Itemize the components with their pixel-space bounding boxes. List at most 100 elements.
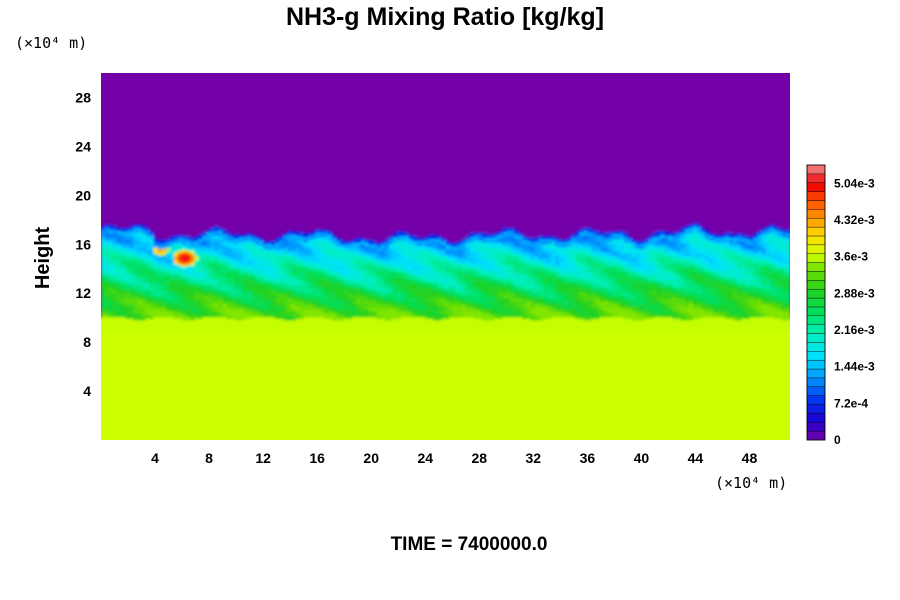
heatmap-cell — [263, 248, 268, 251]
heatmap-cell — [356, 241, 361, 245]
heatmap-cell — [360, 323, 366, 326]
heatmap-cell — [141, 291, 147, 294]
heatmap-cell — [141, 295, 147, 298]
heatmap-cell — [283, 280, 289, 283]
heatmap-cell — [368, 258, 374, 261]
heatmap-cell — [226, 290, 232, 293]
heatmap-cell — [279, 311, 284, 314]
heatmap-cell — [218, 288, 224, 291]
heatmap-cell — [169, 285, 175, 288]
heatmap-cell — [169, 300, 175, 303]
heatmap-cell — [178, 240, 183, 243]
heatmap-cell — [344, 318, 349, 321]
heatmap-cell — [250, 308, 256, 311]
heatmap-cell — [295, 251, 301, 255]
heatmap-cell — [214, 223, 220, 226]
heatmap-cell — [125, 220, 130, 223]
heatmap-cell — [255, 316, 260, 319]
heatmap-cell — [178, 301, 183, 304]
heatmap-cell — [344, 278, 349, 281]
heatmap-cell — [178, 248, 183, 251]
heatmap-cell — [117, 319, 122, 323]
heatmap-cell — [307, 311, 313, 314]
heatmap-cell — [250, 283, 256, 286]
heatmap-cell — [246, 246, 252, 250]
heatmap-cell — [360, 314, 366, 318]
heatmap-cell — [307, 228, 313, 231]
heatmap-cell — [271, 278, 276, 281]
heatmap-cell — [186, 295, 191, 298]
heatmap-cell — [307, 245, 313, 248]
heatmap-cell — [226, 303, 232, 306]
heatmap-cell — [255, 261, 260, 265]
heatmap-cell — [121, 251, 126, 255]
heatmap-cell — [218, 248, 224, 251]
heatmap-cell — [153, 268, 159, 271]
heatmap-cell — [307, 296, 313, 299]
heatmap-cell — [125, 268, 130, 271]
heatmap-cell — [137, 311, 143, 314]
heatmap-cell — [182, 295, 187, 298]
heatmap-cell — [173, 256, 179, 260]
heatmap-cell — [246, 280, 252, 283]
heatmap-cell — [376, 271, 382, 275]
heatmap-cell — [186, 265, 191, 268]
heatmap-cell — [356, 278, 361, 281]
heatmap-cell — [182, 260, 187, 263]
heatmap-cell — [279, 293, 284, 296]
heatmap-cell — [352, 265, 357, 268]
heatmap-cell — [178, 300, 183, 303]
heatmap-cell — [202, 223, 207, 226]
heatmap-cell — [364, 305, 370, 308]
heatmap-cell — [250, 321, 256, 324]
heatmap-cell — [360, 238, 366, 241]
heatmap-cell — [364, 309, 370, 313]
heatmap-cell — [283, 243, 289, 246]
heatmap-cell — [323, 298, 329, 301]
heatmap-cell — [101, 263, 106, 266]
heatmap-cell — [259, 218, 264, 221]
heatmap-cell — [384, 268, 390, 271]
heatmap-cell — [340, 258, 345, 261]
heatmap-cell — [263, 318, 268, 321]
heatmap-cell — [206, 261, 212, 265]
heatmap-cell — [246, 300, 252, 303]
heatmap-cell — [190, 248, 195, 251]
heatmap-cell — [311, 275, 317, 278]
heatmap-cell — [388, 303, 394, 306]
heatmap-cell — [137, 220, 143, 223]
heatmap-cell — [348, 271, 353, 275]
heatmap-cell — [275, 235, 280, 238]
heatmap-cell — [275, 238, 280, 241]
heatmap-cell — [380, 260, 386, 263]
heatmap-cell — [311, 295, 317, 298]
heatmap-cell — [121, 286, 126, 289]
heatmap-cell — [234, 255, 240, 258]
heatmap-cell — [372, 301, 378, 304]
heatmap-cell — [340, 313, 345, 316]
heatmap-cell — [279, 309, 284, 313]
heatmap-cell — [238, 265, 244, 268]
heatmap-cell — [186, 240, 191, 243]
heatmap-cell — [368, 221, 374, 225]
heatmap-cell — [267, 273, 272, 276]
heatmap-cell — [169, 271, 175, 275]
heatmap-cell — [279, 271, 284, 275]
heatmap-cell — [178, 225, 183, 228]
heatmap-cell — [348, 263, 353, 266]
heatmap-cell — [275, 323, 280, 326]
heatmap-cell — [250, 223, 256, 226]
heatmap-cell — [279, 326, 284, 329]
heatmap-cell — [246, 260, 252, 263]
heatmap-cell — [271, 316, 276, 319]
heatmap-cell — [109, 243, 114, 246]
heatmap-cell — [222, 263, 228, 266]
heatmap-cell — [356, 293, 361, 296]
heatmap-cell — [299, 253, 305, 256]
heatmap-cell — [153, 314, 159, 318]
heatmap-cell — [129, 243, 135, 246]
heatmap-cell — [267, 309, 272, 313]
heatmap-cell — [291, 261, 297, 265]
heatmap-cell — [372, 270, 378, 273]
heatmap-cell — [287, 276, 293, 280]
